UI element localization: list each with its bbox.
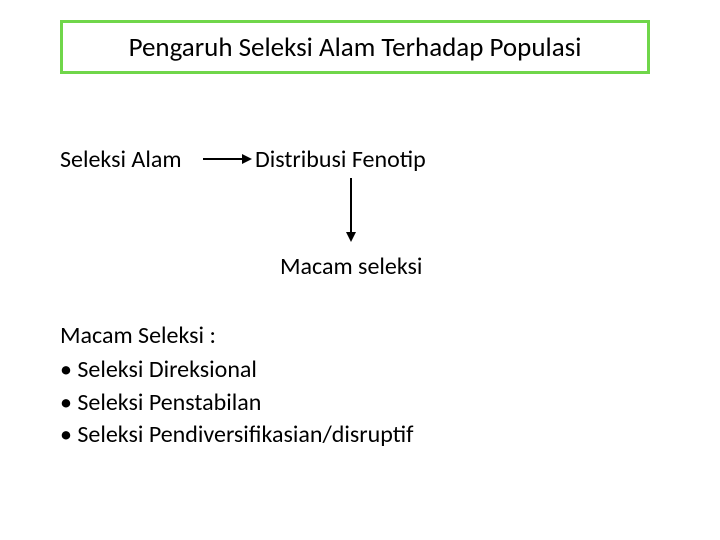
list-item: Seleksi Direksional — [60, 354, 413, 386]
list-item: Seleksi Pendiversifikasian/disruptif — [60, 419, 413, 451]
slide-root: Pengaruh Seleksi Alam Terhadap Populasi … — [0, 0, 720, 540]
flow-label-left: Seleksi Alam — [60, 145, 182, 174]
list-heading: Macam Seleksi : — [60, 320, 413, 352]
selection-types-list: Seleksi Direksional Seleksi Penstabilan … — [60, 354, 413, 451]
arrow-down-icon — [350, 178, 352, 240]
arrow-right-icon — [203, 158, 250, 160]
slide-title: Pengaruh Seleksi Alam Terhadap Populasi — [129, 31, 582, 64]
list-item: Seleksi Penstabilan — [60, 387, 413, 419]
title-box: Pengaruh Seleksi Alam Terhadap Populasi — [60, 20, 650, 74]
flow-label-right: Distribusi Fenotip — [255, 145, 426, 174]
flow-label-down: Macam seleksi — [280, 252, 422, 281]
selection-types-block: Macam Seleksi : Seleksi Direksional Sele… — [60, 320, 413, 452]
